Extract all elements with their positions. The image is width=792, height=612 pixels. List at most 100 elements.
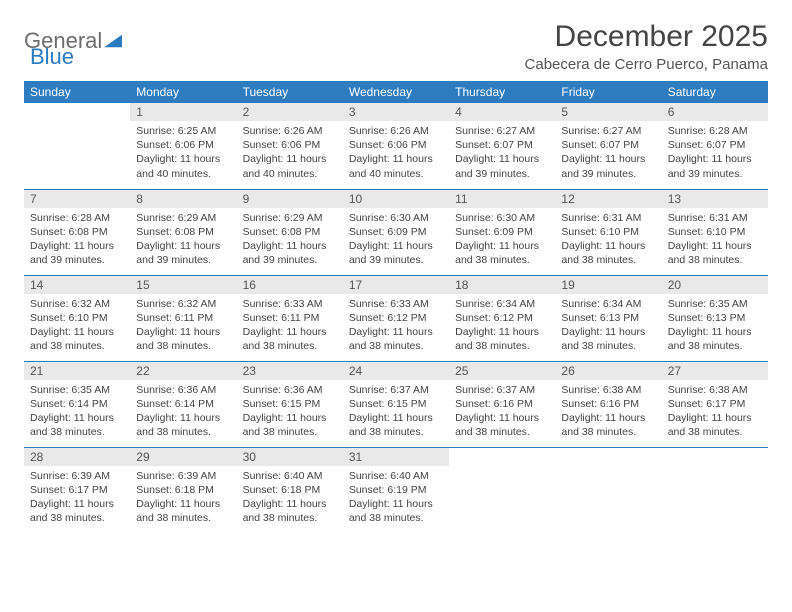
day-number: 13 xyxy=(662,190,768,208)
daylight-text: Daylight: 11 hours and 38 minutes. xyxy=(455,411,549,439)
sunset-text: Sunset: 6:17 PM xyxy=(30,483,124,497)
calendar-cell: 16Sunrise: 6:33 AMSunset: 6:11 PMDayligh… xyxy=(237,275,343,361)
sunset-text: Sunset: 6:15 PM xyxy=(349,397,443,411)
logo-triangle-icon xyxy=(104,34,122,48)
sunrise-text: Sunrise: 6:38 AM xyxy=(561,383,655,397)
calendar-cell: 19Sunrise: 6:34 AMSunset: 6:13 PMDayligh… xyxy=(555,275,661,361)
sunset-text: Sunset: 6:09 PM xyxy=(349,225,443,239)
day-content: Sunrise: 6:32 AMSunset: 6:11 PMDaylight:… xyxy=(130,294,236,360)
day-content: Sunrise: 6:30 AMSunset: 6:09 PMDaylight:… xyxy=(449,208,555,274)
day-content: Sunrise: 6:28 AMSunset: 6:07 PMDaylight:… xyxy=(662,121,768,187)
sunrise-text: Sunrise: 6:25 AM xyxy=(136,124,230,138)
day-content: Sunrise: 6:27 AMSunset: 6:07 PMDaylight:… xyxy=(555,121,661,187)
sunrise-text: Sunrise: 6:31 AM xyxy=(668,211,762,225)
sunset-text: Sunset: 6:12 PM xyxy=(455,311,549,325)
day-number: 4 xyxy=(449,103,555,121)
calendar-cell: 18Sunrise: 6:34 AMSunset: 6:12 PMDayligh… xyxy=(449,275,555,361)
daylight-text: Daylight: 11 hours and 40 minutes. xyxy=(349,152,443,180)
daylight-text: Daylight: 11 hours and 38 minutes. xyxy=(243,325,337,353)
day-number: 2 xyxy=(237,103,343,121)
daylight-text: Daylight: 11 hours and 38 minutes. xyxy=(30,411,124,439)
day-header-row: Sunday Monday Tuesday Wednesday Thursday… xyxy=(24,81,768,103)
day-content: Sunrise: 6:28 AMSunset: 6:08 PMDaylight:… xyxy=(24,208,130,274)
sunset-text: Sunset: 6:06 PM xyxy=(136,138,230,152)
daylight-text: Daylight: 11 hours and 39 minutes. xyxy=(243,239,337,267)
day-content: Sunrise: 6:36 AMSunset: 6:15 PMDaylight:… xyxy=(237,380,343,446)
calendar-week-row: 21Sunrise: 6:35 AMSunset: 6:14 PMDayligh… xyxy=(24,361,768,447)
day-content: Sunrise: 6:34 AMSunset: 6:12 PMDaylight:… xyxy=(449,294,555,360)
calendar-cell: 23Sunrise: 6:36 AMSunset: 6:15 PMDayligh… xyxy=(237,361,343,447)
calendar-cell: 3Sunrise: 6:26 AMSunset: 6:06 PMDaylight… xyxy=(343,103,449,189)
calendar-cell: 21Sunrise: 6:35 AMSunset: 6:14 PMDayligh… xyxy=(24,361,130,447)
daylight-text: Daylight: 11 hours and 38 minutes. xyxy=(668,411,762,439)
calendar-cell: 1Sunrise: 6:25 AMSunset: 6:06 PMDaylight… xyxy=(130,103,236,189)
month-title: December 2025 xyxy=(525,20,768,54)
sunset-text: Sunset: 6:16 PM xyxy=(455,397,549,411)
day-number: 27 xyxy=(662,362,768,380)
day-number: 8 xyxy=(130,190,236,208)
day-number: 29 xyxy=(130,448,236,466)
daylight-text: Daylight: 11 hours and 38 minutes. xyxy=(243,497,337,525)
day-content: Sunrise: 6:36 AMSunset: 6:14 PMDaylight:… xyxy=(130,380,236,446)
day-content: Sunrise: 6:31 AMSunset: 6:10 PMDaylight:… xyxy=(662,208,768,274)
daylight-text: Daylight: 11 hours and 38 minutes. xyxy=(561,325,655,353)
day-content: Sunrise: 6:32 AMSunset: 6:10 PMDaylight:… xyxy=(24,294,130,360)
day-content: Sunrise: 6:29 AMSunset: 6:08 PMDaylight:… xyxy=(130,208,236,274)
calendar-table: Sunday Monday Tuesday Wednesday Thursday… xyxy=(24,81,768,533)
sunset-text: Sunset: 6:14 PM xyxy=(136,397,230,411)
sunrise-text: Sunrise: 6:27 AM xyxy=(561,124,655,138)
calendar-week-row: 7Sunrise: 6:28 AMSunset: 6:08 PMDaylight… xyxy=(24,189,768,275)
daylight-text: Daylight: 11 hours and 38 minutes. xyxy=(136,497,230,525)
daylight-text: Daylight: 11 hours and 39 minutes. xyxy=(30,239,124,267)
day-number: 7 xyxy=(24,190,130,208)
sunset-text: Sunset: 6:07 PM xyxy=(561,138,655,152)
header: General December 2025 Cabecera de Cerro … xyxy=(24,20,768,73)
sunrise-text: Sunrise: 6:35 AM xyxy=(30,383,124,397)
sunrise-text: Sunrise: 6:26 AM xyxy=(243,124,337,138)
sunrise-text: Sunrise: 6:34 AM xyxy=(561,297,655,311)
daylight-text: Daylight: 11 hours and 39 minutes. xyxy=(561,152,655,180)
sunrise-text: Sunrise: 6:33 AM xyxy=(243,297,337,311)
daylight-text: Daylight: 11 hours and 38 minutes. xyxy=(349,325,443,353)
day-content: Sunrise: 6:26 AMSunset: 6:06 PMDaylight:… xyxy=(237,121,343,187)
calendar-cell: 13Sunrise: 6:31 AMSunset: 6:10 PMDayligh… xyxy=(662,189,768,275)
sunset-text: Sunset: 6:12 PM xyxy=(349,311,443,325)
daylight-text: Daylight: 11 hours and 38 minutes. xyxy=(668,239,762,267)
day-number: 10 xyxy=(343,190,449,208)
day-number: 22 xyxy=(130,362,236,380)
daylight-text: Daylight: 11 hours and 38 minutes. xyxy=(136,325,230,353)
day-number: 30 xyxy=(237,448,343,466)
calendar-cell: 31Sunrise: 6:40 AMSunset: 6:19 PMDayligh… xyxy=(343,447,449,533)
day-number: 24 xyxy=(343,362,449,380)
sunrise-text: Sunrise: 6:29 AM xyxy=(243,211,337,225)
day-content: Sunrise: 6:26 AMSunset: 6:06 PMDaylight:… xyxy=(343,121,449,187)
day-content: Sunrise: 6:35 AMSunset: 6:13 PMDaylight:… xyxy=(662,294,768,360)
sunrise-text: Sunrise: 6:36 AM xyxy=(136,383,230,397)
calendar-cell: 5Sunrise: 6:27 AMSunset: 6:07 PMDaylight… xyxy=(555,103,661,189)
daylight-text: Daylight: 11 hours and 39 minutes. xyxy=(668,152,762,180)
daylight-text: Daylight: 11 hours and 40 minutes. xyxy=(136,152,230,180)
sunset-text: Sunset: 6:06 PM xyxy=(243,138,337,152)
day-number: 17 xyxy=(343,276,449,294)
day-content: Sunrise: 6:39 AMSunset: 6:18 PMDaylight:… xyxy=(130,466,236,532)
calendar-cell: 12Sunrise: 6:31 AMSunset: 6:10 PMDayligh… xyxy=(555,189,661,275)
location-label: Cabecera de Cerro Puerco, Panama xyxy=(525,56,768,73)
daylight-text: Daylight: 11 hours and 38 minutes. xyxy=(349,497,443,525)
calendar-cell: 14Sunrise: 6:32 AMSunset: 6:10 PMDayligh… xyxy=(24,275,130,361)
sunset-text: Sunset: 6:17 PM xyxy=(668,397,762,411)
sunset-text: Sunset: 6:09 PM xyxy=(455,225,549,239)
daylight-text: Daylight: 11 hours and 38 minutes. xyxy=(30,497,124,525)
calendar-cell xyxy=(449,447,555,533)
calendar-week-row: 14Sunrise: 6:32 AMSunset: 6:10 PMDayligh… xyxy=(24,275,768,361)
day-number: 3 xyxy=(343,103,449,121)
sunrise-text: Sunrise: 6:27 AM xyxy=(455,124,549,138)
sunset-text: Sunset: 6:18 PM xyxy=(243,483,337,497)
daylight-text: Daylight: 11 hours and 38 minutes. xyxy=(561,239,655,267)
daylight-text: Daylight: 11 hours and 38 minutes. xyxy=(349,411,443,439)
calendar-cell: 22Sunrise: 6:36 AMSunset: 6:14 PMDayligh… xyxy=(130,361,236,447)
calendar-cell: 2Sunrise: 6:26 AMSunset: 6:06 PMDaylight… xyxy=(237,103,343,189)
sunrise-text: Sunrise: 6:28 AM xyxy=(668,124,762,138)
calendar-cell: 25Sunrise: 6:37 AMSunset: 6:16 PMDayligh… xyxy=(449,361,555,447)
calendar-cell xyxy=(24,103,130,189)
day-header: Friday xyxy=(555,81,661,103)
